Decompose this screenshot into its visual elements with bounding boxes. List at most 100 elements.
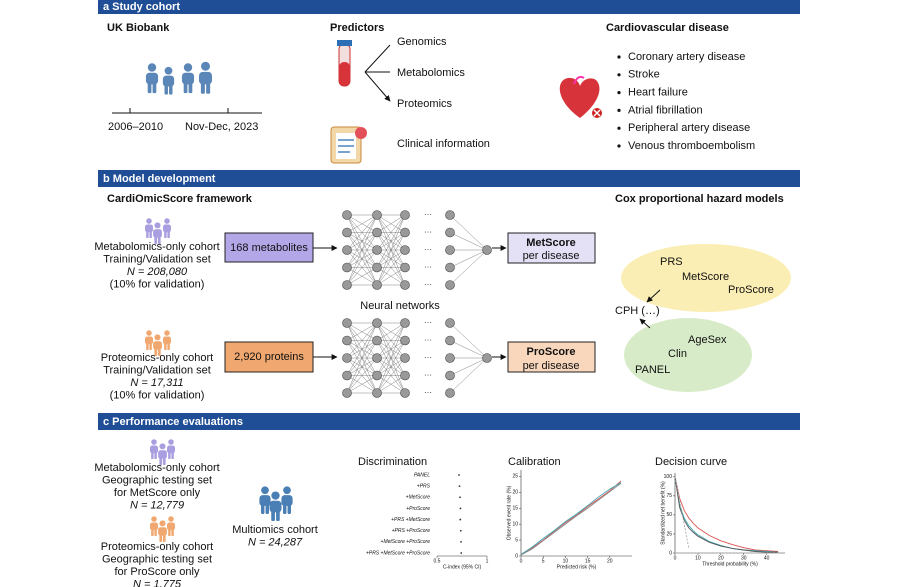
node	[342, 280, 352, 290]
section-bar	[98, 413, 800, 430]
node	[372, 353, 382, 363]
ellipsis: ···	[424, 371, 432, 380]
node	[400, 353, 410, 363]
y-tick-label: 10	[512, 521, 518, 527]
node	[400, 245, 410, 255]
node	[400, 388, 410, 398]
chart-title: Decision curve	[655, 456, 727, 468]
node	[342, 227, 352, 238]
node	[445, 210, 455, 220]
section-header: b Model development	[103, 173, 216, 185]
edge	[449, 249, 488, 286]
chart-title: Discrimination	[358, 456, 427, 468]
node	[400, 280, 410, 290]
node	[445, 262, 455, 273]
predictor: Genomics	[397, 36, 447, 48]
title: Predictors	[330, 22, 384, 34]
x-axis-label: Predicted risk (%)	[557, 564, 597, 570]
node	[400, 335, 410, 346]
cohort-line: Metabolomics-only cohort	[94, 462, 219, 474]
row-label: PANEL	[414, 472, 430, 478]
cohort-line: (10% for validation)	[110, 278, 205, 290]
term: MetScore	[682, 271, 729, 283]
edge	[449, 357, 488, 376]
edge	[376, 214, 406, 286]
series-line	[520, 482, 622, 555]
cohort-text: Metabolomics-only cohortTraining/Validat…	[94, 241, 219, 402]
node	[342, 318, 352, 328]
chart-title: Calibration	[508, 456, 561, 468]
node	[400, 210, 410, 220]
bullet	[617, 126, 621, 130]
people-icon	[145, 61, 212, 95]
ellipsis: ···	[424, 263, 432, 272]
edge	[376, 322, 406, 376]
row-label: +MetScore +ProScore	[381, 539, 431, 545]
section-header: a Study cohort	[103, 1, 180, 13]
edge	[449, 214, 488, 251]
predictor: Proteomics	[397, 98, 453, 110]
mini-charts: Discrimination 0.5 1 C-index (95% CI) PANEL +…	[358, 456, 785, 570]
point	[459, 496, 461, 499]
cohort-line: for ProScore only	[115, 566, 200, 578]
date: 2006–2010	[108, 121, 163, 133]
clinical-ellipse	[624, 318, 752, 392]
ellipsis: ···	[424, 318, 432, 327]
x-tick-label: 15	[585, 558, 591, 564]
cohort-line: Training/Validation set	[103, 364, 211, 376]
edge	[449, 357, 488, 394]
disease: Atrial fibrillation	[628, 104, 703, 116]
node	[372, 335, 382, 346]
node	[342, 245, 352, 255]
edge	[346, 322, 378, 341]
edge	[346, 357, 378, 394]
edge	[449, 249, 488, 268]
point	[458, 485, 461, 488]
node	[342, 388, 352, 398]
section-bar	[98, 0, 800, 14]
cohort-line: Proteomics-only cohort	[101, 541, 214, 553]
edge	[376, 322, 406, 359]
predictor: Metabolomics	[397, 67, 465, 79]
edge	[346, 322, 378, 359]
cohort-icon	[150, 516, 175, 542]
node	[372, 227, 382, 238]
output-label: per disease	[523, 360, 580, 372]
node	[400, 370, 410, 381]
row-label: +PRS +ProScore	[392, 528, 431, 534]
series-line	[674, 476, 779, 553]
series-line	[520, 483, 622, 556]
cohort-line: Training/Validation set	[103, 253, 211, 265]
edge	[346, 232, 378, 286]
date: Nov-Dec, 2023	[185, 121, 258, 133]
point	[460, 552, 463, 554]
x-tick-label: 0	[520, 558, 523, 564]
y-tick-label: 5	[515, 537, 518, 543]
x-tick-label: 40	[764, 555, 770, 561]
edge	[376, 322, 406, 394]
y-tick-label: 100	[664, 474, 673, 480]
series-line	[674, 476, 779, 553]
edge	[346, 375, 378, 394]
y-tick-label: 20	[512, 490, 518, 496]
node	[372, 318, 382, 328]
y-tick-label: 50	[666, 512, 672, 518]
edge	[376, 214, 406, 233]
edge	[346, 322, 378, 394]
node	[400, 227, 410, 238]
cohort-icon	[259, 486, 293, 521]
edge	[376, 214, 406, 268]
x-tick-label: 5	[542, 558, 545, 564]
cohort-line: N = 1,775	[133, 578, 182, 587]
node	[342, 370, 352, 381]
term: AgeSex	[688, 334, 727, 346]
edge	[376, 375, 406, 394]
heart-icon	[559, 75, 602, 118]
cph-label: CPH (…)	[615, 305, 660, 317]
edge	[376, 357, 406, 394]
edge	[449, 322, 488, 359]
term: PRS	[660, 256, 683, 268]
term: ProScore	[728, 284, 774, 296]
ellipsis: ···	[424, 280, 432, 289]
